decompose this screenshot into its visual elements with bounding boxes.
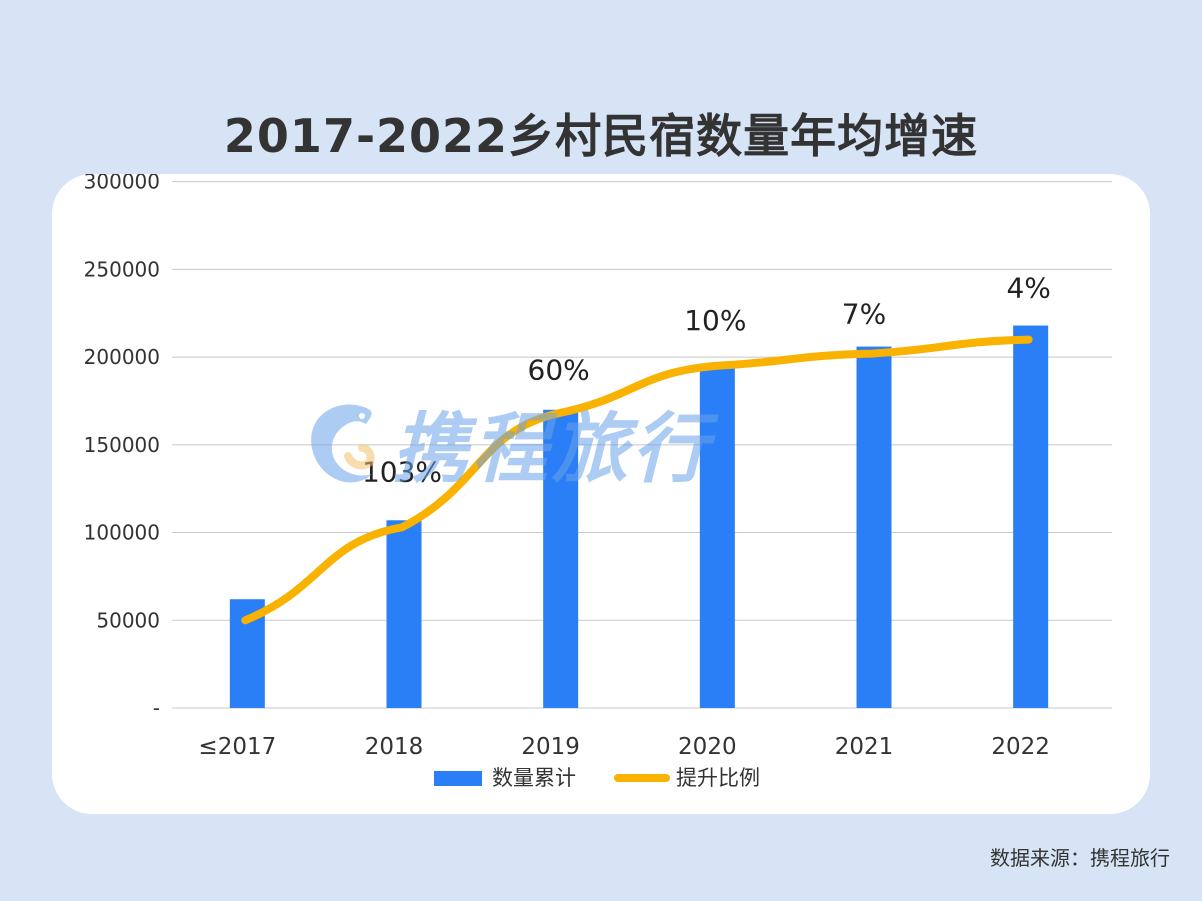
watermark-text: 携程旅行 [392,404,712,493]
bar [543,409,579,708]
x-tick-label: 2022 [991,734,1050,760]
legend: 数量累计 提升比例 [434,766,760,790]
data-label: 7% [842,298,886,331]
source-note: 数据来源：携程旅行 [990,846,1170,870]
y-tick-label: 250000 [84,257,160,281]
y-tick-label: 300000 [84,174,160,194]
bar [386,520,422,708]
x-tick-label: ≤2017 [198,734,276,760]
legend-label: 提升比例 [676,766,760,790]
chart-title: 2017-2022乡村民宿数量年均增速 [223,109,979,163]
bar [856,346,892,708]
data-label: 103% [362,455,442,488]
y-tick-label: 100000 [84,521,160,545]
legend-swatch-bar [434,771,482,786]
data-label: 4% [1006,272,1050,305]
data-label: 60% [528,353,590,386]
bar-series [229,325,1049,708]
y-tick-label: 150000 [84,433,160,457]
x-tick-label: 2021 [835,734,894,760]
line-path [241,335,1033,625]
legend-label: 数量累计 [492,766,576,790]
bar [1013,325,1049,708]
line-series [241,335,1033,625]
data-labels: 103% 60% 10% 7% 4% [362,272,1051,489]
watermark: 携程旅行 [300,392,712,493]
data-label: 10% [684,304,746,337]
x-tick-label: 2018 [365,734,424,760]
x-tick-label: 2019 [521,734,580,760]
chart-card: - 50000 100000 150000 200000 250000 300000 103… [52,174,1150,814]
y-tick-label: 50000 [96,608,160,632]
y-tick-label: - [153,696,160,720]
dolphin-logo-icon [311,404,375,483]
x-tick-label: 2020 [678,734,737,760]
y-tick-label: 200000 [84,345,160,369]
chart-svg: - 50000 100000 150000 200000 250000 300000 103… [84,174,1112,790]
x-axis-ticks: ≤2017 2018 2019 2020 2021 2022 [198,734,1050,760]
bar [699,364,735,708]
y-axis-ticks: - 50000 100000 150000 200000 250000 300000 [84,174,160,720]
